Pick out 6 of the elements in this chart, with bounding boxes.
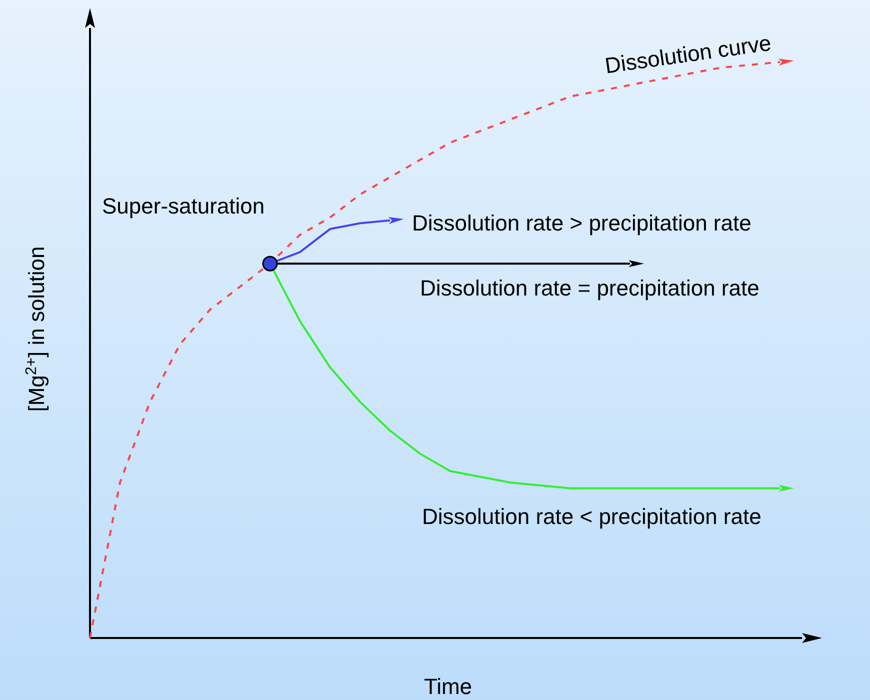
series-label: Dissolution rate = precipitation rate (420, 276, 760, 301)
x-axis-title: Time (424, 674, 472, 699)
annotation: Super-saturation (102, 194, 265, 219)
series-label: Dissolution rate > precipitation rate (412, 210, 752, 236)
series-label: Dissolution rate < precipitation rate (422, 504, 762, 530)
text: Dissolution curve (603, 30, 773, 78)
